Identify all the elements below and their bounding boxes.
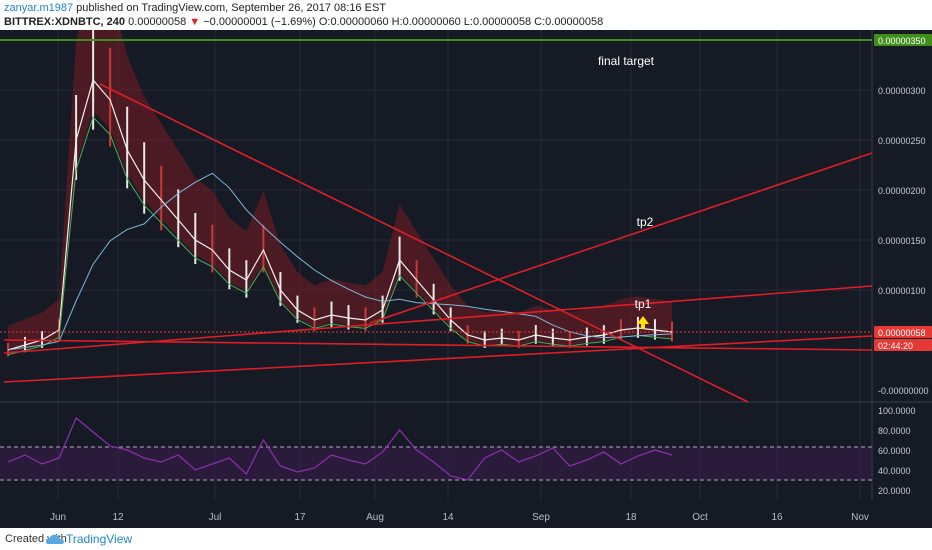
price-axis-badge [874,34,932,46]
price-axis-badge [874,326,932,338]
annotation-label: tp1 [635,297,652,311]
price-axis-badge [874,339,932,351]
x-tick-label: Nov [851,512,869,523]
trendline [369,152,873,324]
trendline [3,339,873,351]
price-axis-label: 0.00000100 [878,286,926,296]
symbol-line: BITTREX:XDNBTC, 240 0.00000058 ▼ −0.0000… [4,16,603,29]
x-tick-label: Jul [209,512,222,523]
rsi-axis-label: 20.0000 [878,486,911,496]
price-change: −0.00000001 (−1.69%) [203,16,316,28]
trendline [3,335,873,383]
rsi-axis-label: 100.0000 [878,406,916,416]
tradingview-cloud-icon [46,534,64,544]
x-tick-label: 16 [771,512,783,523]
price-axis-label: 0.00000200 [878,186,926,196]
x-tick-label: Aug [366,512,384,523]
rsi-pane [0,417,872,481]
rsi-axis-label: 40.0000 [878,466,911,476]
author-link[interactable]: zanyar.m1987 [4,2,74,14]
green-indicator-line [7,116,673,356]
annotations: final target tp2 tp1 [598,54,655,329]
price-chart[interactable]: final target tp2 tp1 Jun 12 Jul 17 Aug 14 Sep 18 O… [0,30,932,528]
x-tick-label: Jun [50,512,66,523]
price-axis-label: 0.00000058 [878,328,926,338]
ohlc-values: O:0.00000060 H:0.00000060 L:0.00000058 C… [318,16,604,28]
price-axis-label: -0.00000000 [878,386,929,396]
price-axis-label: 0.00000350 [878,36,926,46]
publish-header: zanyar.m1987 published on TradingView.co… [0,0,932,30]
moving-average-line [7,172,673,351]
price-axis-label: 0.00000300 [878,86,926,96]
grid [0,30,932,500]
last-price: 0.00000058 [128,16,187,28]
cloud-bands [8,30,672,354]
rsi-line [7,417,673,481]
published-text: published on TradingView.com, September … [76,2,387,14]
x-tick-label: 17 [294,512,306,523]
annotation-label: final target [598,54,655,68]
price-axis-label: 0.00000250 [878,136,926,146]
down-triangle-icon: ▼ [189,16,201,28]
price-axis-label: 02:44:20 [878,341,913,351]
annotation-label: tp2 [637,215,654,229]
rsi-axis-label: 60.0000 [878,446,911,456]
symbol-label: BITTREX:XDNBTC, 240 [4,16,126,28]
axes: Jun 12 Jul 17 Aug 14 Sep 18 Oct 16 Nov 0.00000350 0.… [50,34,932,523]
x-tick-label: Sep [532,512,550,523]
x-tick-label: 14 [442,512,454,523]
publish-line: zanyar.m1987 published on TradingView.co… [4,2,386,15]
rsi-axis-label: 80.0000 [878,426,911,436]
tradingview-brand-link[interactable]: TradingView [66,532,133,546]
ichimoku-cloud [8,30,672,354]
trendlines [0,39,873,403]
price-axis-label: 0.00000150 [878,236,926,246]
x-tick-label: Oct [692,512,708,523]
price-series [7,30,673,357]
x-tick-label: 18 [625,512,637,523]
up-arrow-icon [637,316,649,329]
price-line [7,78,673,351]
x-tick-label: 12 [112,512,124,523]
footer: Created with TradingView [0,528,932,550]
